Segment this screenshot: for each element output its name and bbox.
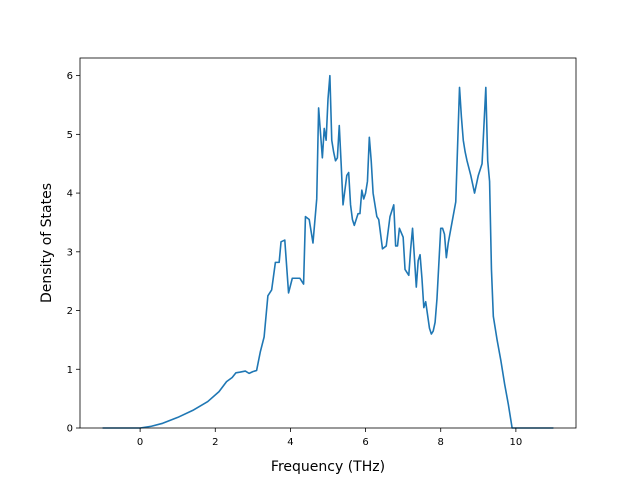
y-tick-label: 2 <box>67 306 73 317</box>
x-axis-label: Frequency (THz) <box>271 459 385 475</box>
axes-frame <box>79 57 577 429</box>
x-tick-label: 0 <box>137 437 143 448</box>
dos-series-line <box>102 74 554 429</box>
y-tick-label: 5 <box>67 130 73 141</box>
y-tick-label: 6 <box>67 71 73 82</box>
x-tick-label: 4 <box>287 437 293 448</box>
y-axis: 0 1 2 3 4 5 6 <box>67 71 80 435</box>
x-tick-label: 8 <box>438 437 444 448</box>
plot-area <box>102 74 554 429</box>
y-tick-label: 1 <box>67 365 73 376</box>
y-tick-label: 3 <box>67 247 73 258</box>
x-axis: 0 2 4 6 8 10 <box>137 428 522 448</box>
x-tick-label: 10 <box>510 437 523 448</box>
y-tick-label: 0 <box>67 424 73 435</box>
x-tick-label: 6 <box>362 437 368 448</box>
y-tick-label: 4 <box>67 189 73 200</box>
y-axis-label: Density of States <box>39 183 55 303</box>
x-tick-label: 2 <box>212 437 218 448</box>
